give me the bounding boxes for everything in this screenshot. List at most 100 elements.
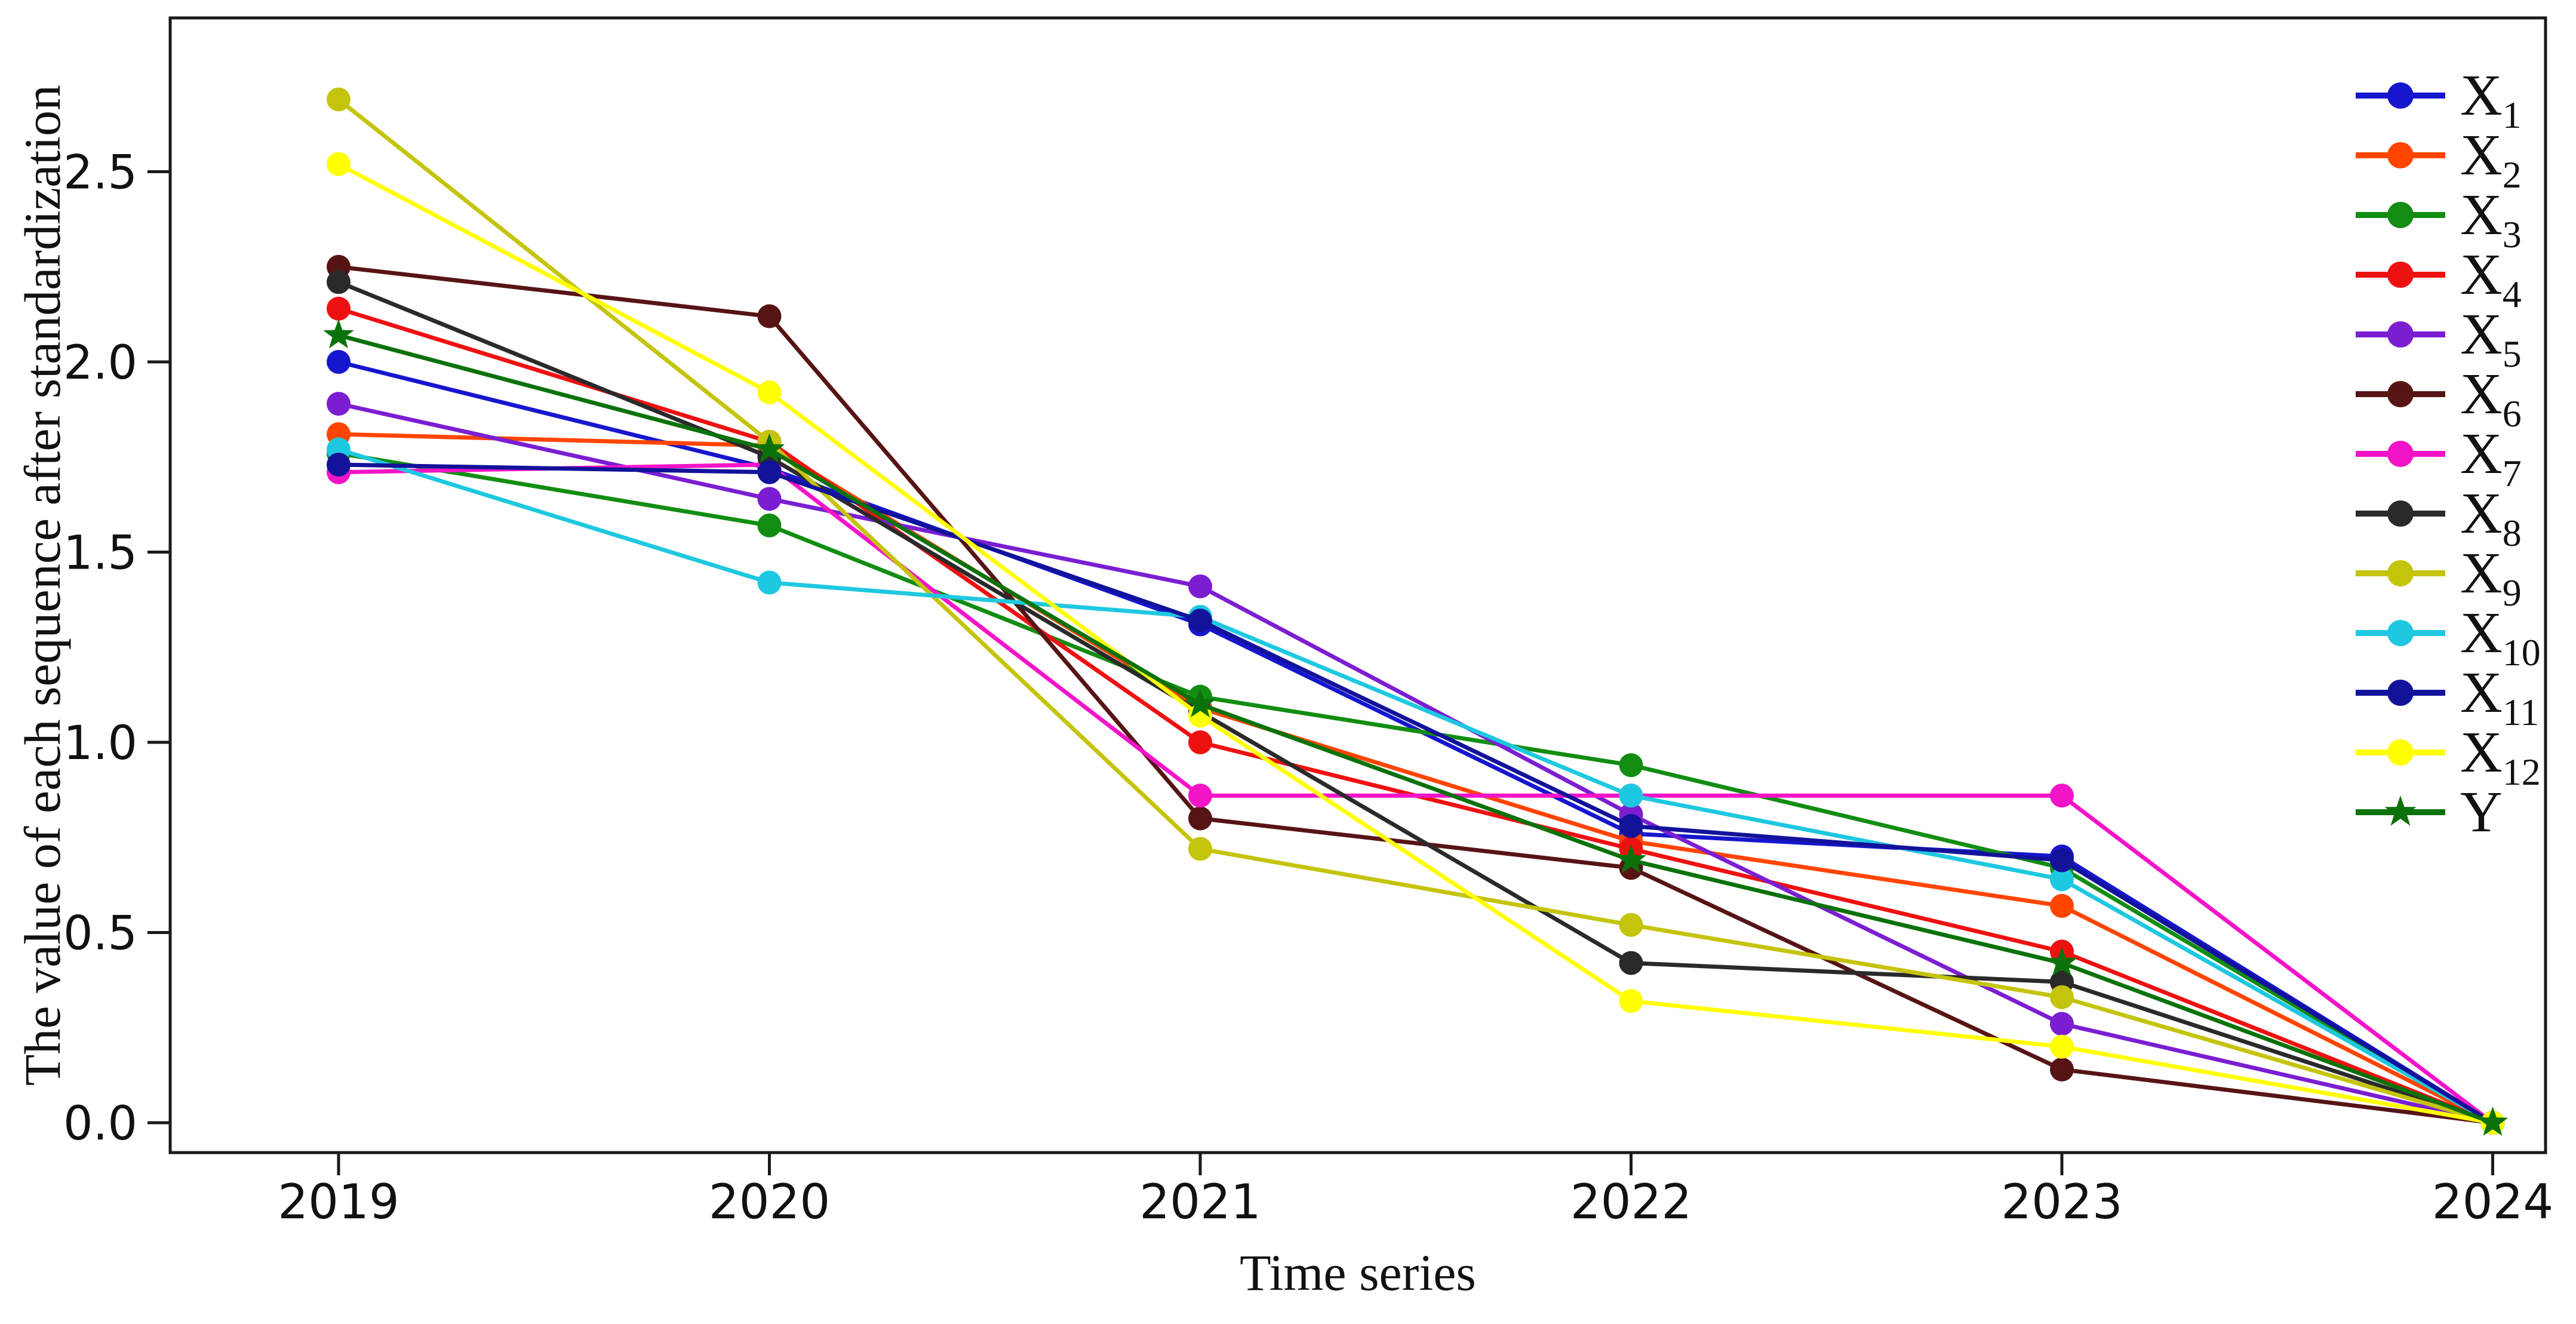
legend-item-X10: X10 — [2356, 601, 2541, 674]
legend-label: X1 — [2460, 63, 2522, 136]
y-tick-label: 2.0 — [63, 336, 137, 390]
data-point — [1619, 814, 1643, 838]
data-point-star — [1615, 844, 1647, 874]
legend-label: X8 — [2460, 481, 2522, 554]
series-line-X2 — [336, 432, 2495, 1125]
series-Y — [323, 319, 2509, 1136]
legend-circle-marker-icon — [2387, 680, 2414, 706]
legend-item-X1: X1 — [2356, 63, 2522, 136]
x-tick-label: 2021 — [1139, 1174, 1261, 1230]
legend-item-X11: X11 — [2356, 661, 2539, 733]
legend-circle-marker-icon — [2387, 739, 2414, 766]
legend-label: Y — [2460, 780, 2503, 844]
series-line-X11 — [336, 462, 2495, 1125]
x-tick-label: 2024 — [2432, 1174, 2554, 1230]
data-point-star — [754, 433, 785, 463]
legend-label: X12 — [2460, 720, 2541, 793]
x-axis-title: Time series — [1240, 1244, 1476, 1301]
legend-circle-marker-icon — [2387, 620, 2414, 646]
data-point — [1619, 913, 1643, 937]
legend-label: X6 — [2460, 362, 2522, 435]
legend-label: X5 — [2460, 302, 2522, 375]
y-tick-label: 2.5 — [63, 146, 137, 200]
data-point — [2050, 1034, 2074, 1059]
y-tick-label: 1.0 — [63, 717, 137, 770]
data-point-star — [2477, 1107, 2509, 1136]
x-tick-label: 2019 — [278, 1174, 399, 1230]
data-point — [2050, 867, 2074, 892]
legend-item-X12: X12 — [2356, 720, 2541, 793]
data-point — [757, 460, 782, 484]
data-point — [327, 152, 351, 176]
data-point — [327, 87, 351, 112]
data-point — [1188, 574, 1212, 598]
legend-item-X4: X4 — [2356, 242, 2522, 315]
legend-item-X2: X2 — [2356, 123, 2522, 196]
data-point — [327, 392, 351, 416]
data-point-star — [1185, 688, 1216, 718]
data-point — [2050, 848, 2074, 873]
legend-circle-marker-icon — [2387, 381, 2414, 407]
legend-label: X4 — [2460, 242, 2522, 315]
data-point — [2050, 985, 2074, 1009]
legend-circle-marker-icon — [2387, 262, 2414, 288]
legend-label: X10 — [2460, 601, 2541, 674]
data-point — [757, 513, 782, 537]
data-point — [327, 270, 351, 294]
data-point — [757, 304, 782, 328]
y-tick-label: 0.0 — [63, 1097, 137, 1151]
data-point — [1188, 730, 1212, 754]
legend-item-X9: X9 — [2356, 541, 2522, 614]
series-line-X9 — [336, 97, 2495, 1125]
data-point — [2050, 1057, 2074, 1082]
data-point — [757, 487, 782, 511]
plot-frame — [168, 16, 2547, 1154]
legend-item-X5: X5 — [2356, 302, 2522, 375]
data-point — [2050, 893, 2074, 918]
series-X10 — [327, 437, 2505, 1135]
data-point — [327, 296, 351, 321]
legend-circle-marker-icon — [2387, 321, 2414, 348]
legend-circle-marker-icon — [2387, 500, 2414, 527]
data-point — [757, 570, 782, 595]
legend-label: X2 — [2460, 123, 2522, 196]
series-X11 — [327, 452, 2505, 1135]
data-point — [757, 380, 782, 404]
series-line-X12 — [336, 162, 2495, 1125]
x-tick-label: 2020 — [709, 1174, 831, 1230]
legend-circle-marker-icon — [2387, 82, 2414, 109]
legend-item-X7: X7 — [2356, 422, 2522, 494]
data-point — [2050, 784, 2074, 808]
data-point — [1188, 784, 1212, 808]
legend-label: X7 — [2460, 422, 2522, 494]
legend-label: X9 — [2460, 541, 2522, 614]
data-point — [327, 350, 351, 374]
legend-circle-marker-icon — [2387, 441, 2414, 467]
legend-label: X11 — [2460, 661, 2539, 733]
data-point — [1619, 951, 1643, 975]
series-line-X5 — [336, 401, 2495, 1125]
legend-circle-marker-icon — [2387, 202, 2414, 228]
legend-star-marker-icon — [2384, 795, 2417, 826]
series-line-X6 — [336, 265, 2495, 1125]
data-point-star — [323, 319, 354, 349]
data-point — [327, 452, 351, 477]
data-point — [1188, 806, 1212, 831]
legend-item-Y: Y — [2356, 780, 2503, 844]
data-point — [1619, 784, 1643, 808]
x-tick-label: 2023 — [2001, 1174, 2123, 1230]
data-point — [1188, 609, 1212, 633]
series-line-X7 — [336, 462, 2495, 1125]
data-point — [1188, 837, 1212, 861]
y-axis-title: The value of each sequence after standar… — [14, 85, 71, 1086]
series-line-Y — [336, 333, 2495, 1125]
data-point — [2050, 1012, 2074, 1036]
data-point — [1619, 989, 1643, 1013]
legend-circle-marker-icon — [2387, 560, 2414, 586]
series-line-X3 — [336, 451, 2495, 1125]
legend-item-X8: X8 — [2356, 481, 2522, 554]
legend-item-X3: X3 — [2356, 183, 2522, 256]
data-point — [1619, 753, 1643, 778]
